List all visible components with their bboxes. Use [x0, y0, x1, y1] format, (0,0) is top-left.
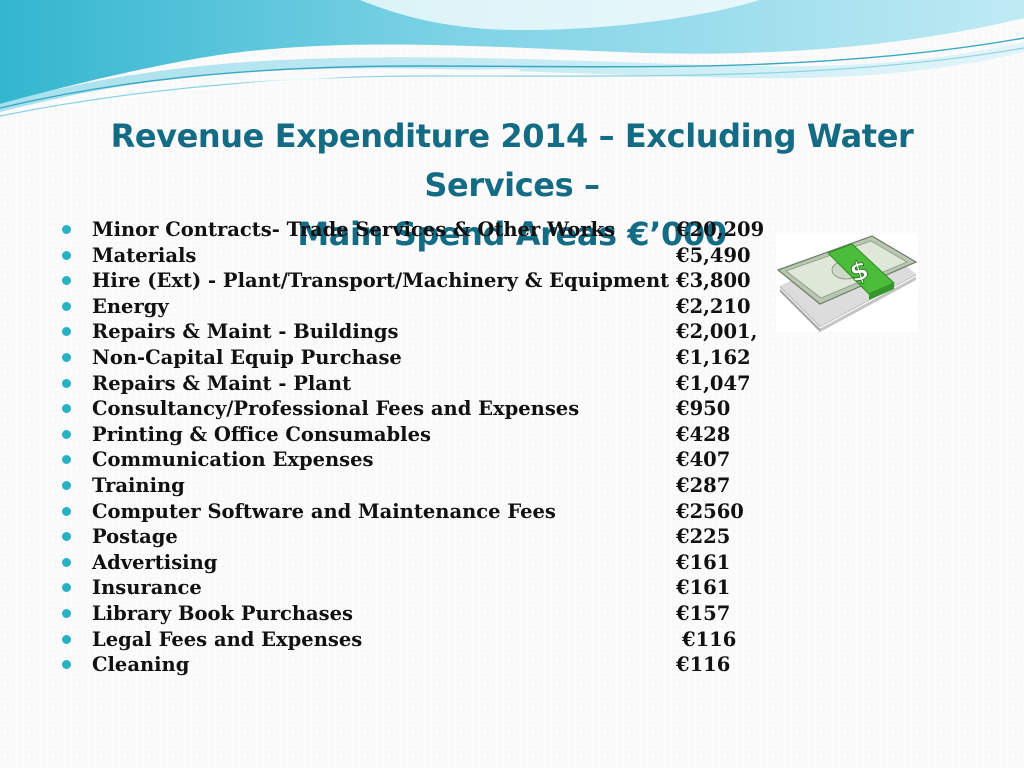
- list-item: Non-Capital Equip Purchase €1,162: [62, 345, 762, 371]
- item-label: Printing & Office Consumables: [92, 422, 431, 446]
- item-label: Communication Expenses: [92, 448, 374, 472]
- bullet-icon: [62, 532, 71, 542]
- bullet-icon: [62, 634, 71, 644]
- item-amount: €407: [676, 448, 731, 472]
- bullet-icon: [62, 455, 71, 465]
- list-item: Consultancy/Professional Fees and Expens…: [62, 396, 762, 422]
- list-item: Postage €225: [62, 524, 762, 550]
- item-label: Insurance: [92, 576, 202, 600]
- bullet-icon: [62, 225, 71, 234]
- bullet-icon: [62, 352, 71, 362]
- item-label: Repairs & Maint - Buildings: [92, 320, 399, 344]
- list-item: Hire (Ext) - Plant/Transport/Machinery &…: [62, 268, 762, 294]
- item-label: Repairs & Maint - Plant: [92, 371, 352, 395]
- item-amount: €116: [676, 653, 731, 677]
- bullet-icon: [62, 250, 71, 260]
- item-amount: €1,162: [676, 345, 751, 369]
- item-amount: €5,490: [676, 243, 751, 267]
- bullet-icon: [62, 506, 71, 516]
- slide-title-line-2: Main Spend Areas €’000: [297, 215, 727, 253]
- bullet-icon: [62, 608, 71, 618]
- item-label: Advertising: [92, 550, 218, 574]
- list-item: Communication Expenses €407: [62, 447, 762, 473]
- list-item: Printing & Office Consumables €428: [62, 422, 762, 448]
- item-amount: €161: [676, 550, 731, 574]
- item-label: Consultancy/Professional Fees and Expens…: [92, 397, 580, 421]
- list-item: Cleaning €116: [62, 652, 762, 678]
- item-label: Cleaning: [92, 653, 190, 677]
- list-item: Minor Contracts- Trade Services & Other …: [62, 217, 765, 243]
- item-label: Minor Contracts- Trade Services & Other …: [92, 218, 616, 241]
- item-amount: €428: [676, 422, 731, 446]
- item-label: Materials: [92, 243, 197, 267]
- item-label: Non-Capital Equip Purchase: [92, 345, 402, 369]
- item-amount: €2,001,: [676, 320, 758, 344]
- item-label: Legal Fees and Expenses: [92, 627, 363, 651]
- wave-header-decoration: [0, 0, 1024, 117]
- item-amount: €3,800: [676, 269, 751, 293]
- list-item: Insurance €161: [62, 575, 762, 601]
- list-item: Energy €2,210: [62, 294, 762, 320]
- item-amount: €1,047: [676, 371, 751, 395]
- list-item: Materials €5,490: [62, 243, 762, 269]
- list-item: Legal Fees and Expenses €116: [62, 627, 762, 653]
- bullet-icon: [62, 429, 71, 439]
- item-amount: €157: [676, 601, 731, 625]
- item-amount: €2,210: [676, 294, 751, 318]
- bullet-icon: [62, 557, 71, 567]
- item-label: Computer Software and Maintenance Fees: [92, 499, 556, 523]
- list-item: Library Book Purchases €157: [62, 601, 762, 627]
- slide-title: Revenue Expenditure 2014 – Excluding Wat…: [40, 112, 984, 259]
- bullet-icon: [62, 404, 71, 414]
- list-item: Training €287: [62, 473, 762, 499]
- item-amount: €20,209: [676, 218, 765, 241]
- item-amount: €225: [676, 525, 731, 549]
- list-item: Advertising €161: [62, 550, 762, 576]
- item-amount: €287: [676, 473, 731, 497]
- item-amount: €950: [676, 397, 731, 421]
- item-amount: €2560: [676, 499, 744, 523]
- bullet-icon: [62, 660, 71, 670]
- item-label: Training: [92, 473, 185, 497]
- item-amount: €116: [682, 627, 737, 651]
- list-item: Repairs & Maint - Buildings €2,001,: [62, 319, 762, 345]
- item-label: Hire (Ext) - Plant/Transport/Machinery &…: [92, 269, 670, 293]
- item-label: Postage: [92, 525, 178, 549]
- bullet-icon: [62, 301, 71, 311]
- bullet-icon: [62, 480, 71, 490]
- item-label: Energy: [92, 294, 169, 318]
- item-amount: €161: [676, 576, 731, 600]
- bullet-icon: [62, 378, 71, 388]
- item-label: Library Book Purchases: [92, 601, 354, 625]
- money-stack-icon: $: [776, 234, 918, 332]
- expenditure-list: Minor Contracts- Trade Services & Other …: [62, 217, 765, 678]
- bullet-icon: [62, 327, 71, 337]
- list-item: Repairs & Maint - Plant €1,047: [62, 371, 762, 397]
- bullet-icon: [62, 276, 71, 286]
- slide-title-line-1: Revenue Expenditure 2014 – Excluding Wat…: [110, 117, 914, 204]
- bullet-icon: [62, 583, 71, 593]
- list-item: Computer Software and Maintenance Fees €2…: [62, 499, 762, 525]
